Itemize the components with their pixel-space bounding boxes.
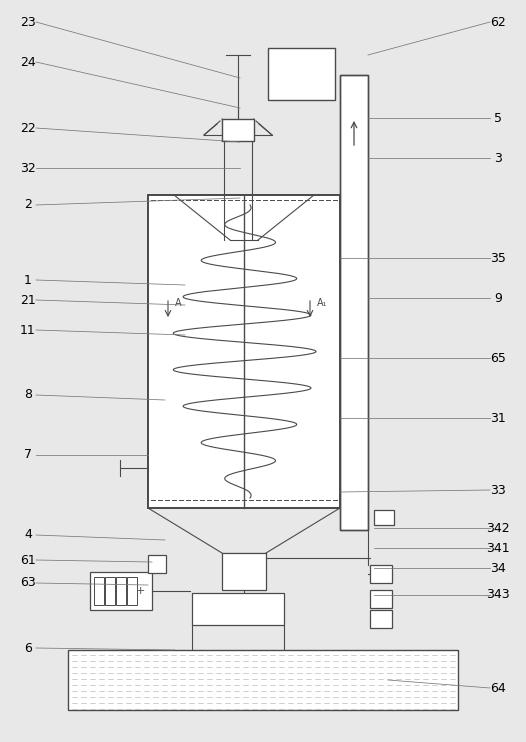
Text: 33: 33 bbox=[490, 484, 506, 496]
Bar bbox=[94, 577, 104, 605]
Text: 62: 62 bbox=[490, 16, 506, 28]
Text: 22: 22 bbox=[20, 122, 36, 134]
Text: 1: 1 bbox=[24, 274, 32, 286]
Text: A₁: A₁ bbox=[317, 298, 328, 308]
Text: 8: 8 bbox=[24, 389, 32, 401]
Text: 343: 343 bbox=[486, 588, 510, 602]
Text: 341: 341 bbox=[486, 542, 510, 554]
Bar bbox=[192, 593, 284, 625]
Text: 2: 2 bbox=[24, 199, 32, 211]
Bar bbox=[127, 577, 137, 605]
Bar bbox=[148, 555, 166, 573]
Text: 342: 342 bbox=[486, 522, 510, 534]
Bar bbox=[370, 565, 392, 583]
Text: 4: 4 bbox=[24, 528, 32, 542]
Text: +: + bbox=[135, 586, 145, 596]
Bar bbox=[340, 75, 368, 530]
Bar bbox=[105, 577, 115, 605]
Bar bbox=[68, 650, 458, 710]
Bar bbox=[222, 119, 254, 141]
Text: 34: 34 bbox=[490, 562, 506, 574]
Text: 65: 65 bbox=[490, 352, 506, 364]
Text: A: A bbox=[175, 298, 181, 308]
Bar bbox=[90, 572, 152, 610]
Bar bbox=[148, 195, 340, 508]
Text: 32: 32 bbox=[20, 162, 36, 174]
Bar bbox=[374, 510, 394, 525]
Text: 31: 31 bbox=[490, 412, 506, 424]
Text: 35: 35 bbox=[490, 252, 506, 264]
Text: 23: 23 bbox=[20, 16, 36, 28]
Text: 64: 64 bbox=[490, 681, 506, 695]
Bar bbox=[116, 577, 126, 605]
Text: 11: 11 bbox=[20, 324, 36, 337]
Bar bbox=[370, 590, 392, 608]
Text: 63: 63 bbox=[20, 577, 36, 589]
Text: 6: 6 bbox=[24, 642, 32, 654]
Text: 5: 5 bbox=[494, 111, 502, 125]
Text: 61: 61 bbox=[20, 554, 36, 566]
Bar bbox=[222, 553, 266, 590]
Text: 21: 21 bbox=[20, 294, 36, 306]
Bar bbox=[268, 48, 335, 100]
Text: 3: 3 bbox=[494, 151, 502, 165]
Bar bbox=[370, 610, 392, 628]
Bar bbox=[340, 75, 368, 530]
Text: 7: 7 bbox=[24, 448, 32, 462]
Text: 9: 9 bbox=[494, 292, 502, 304]
Text: 24: 24 bbox=[20, 56, 36, 68]
Bar bbox=[148, 195, 340, 508]
